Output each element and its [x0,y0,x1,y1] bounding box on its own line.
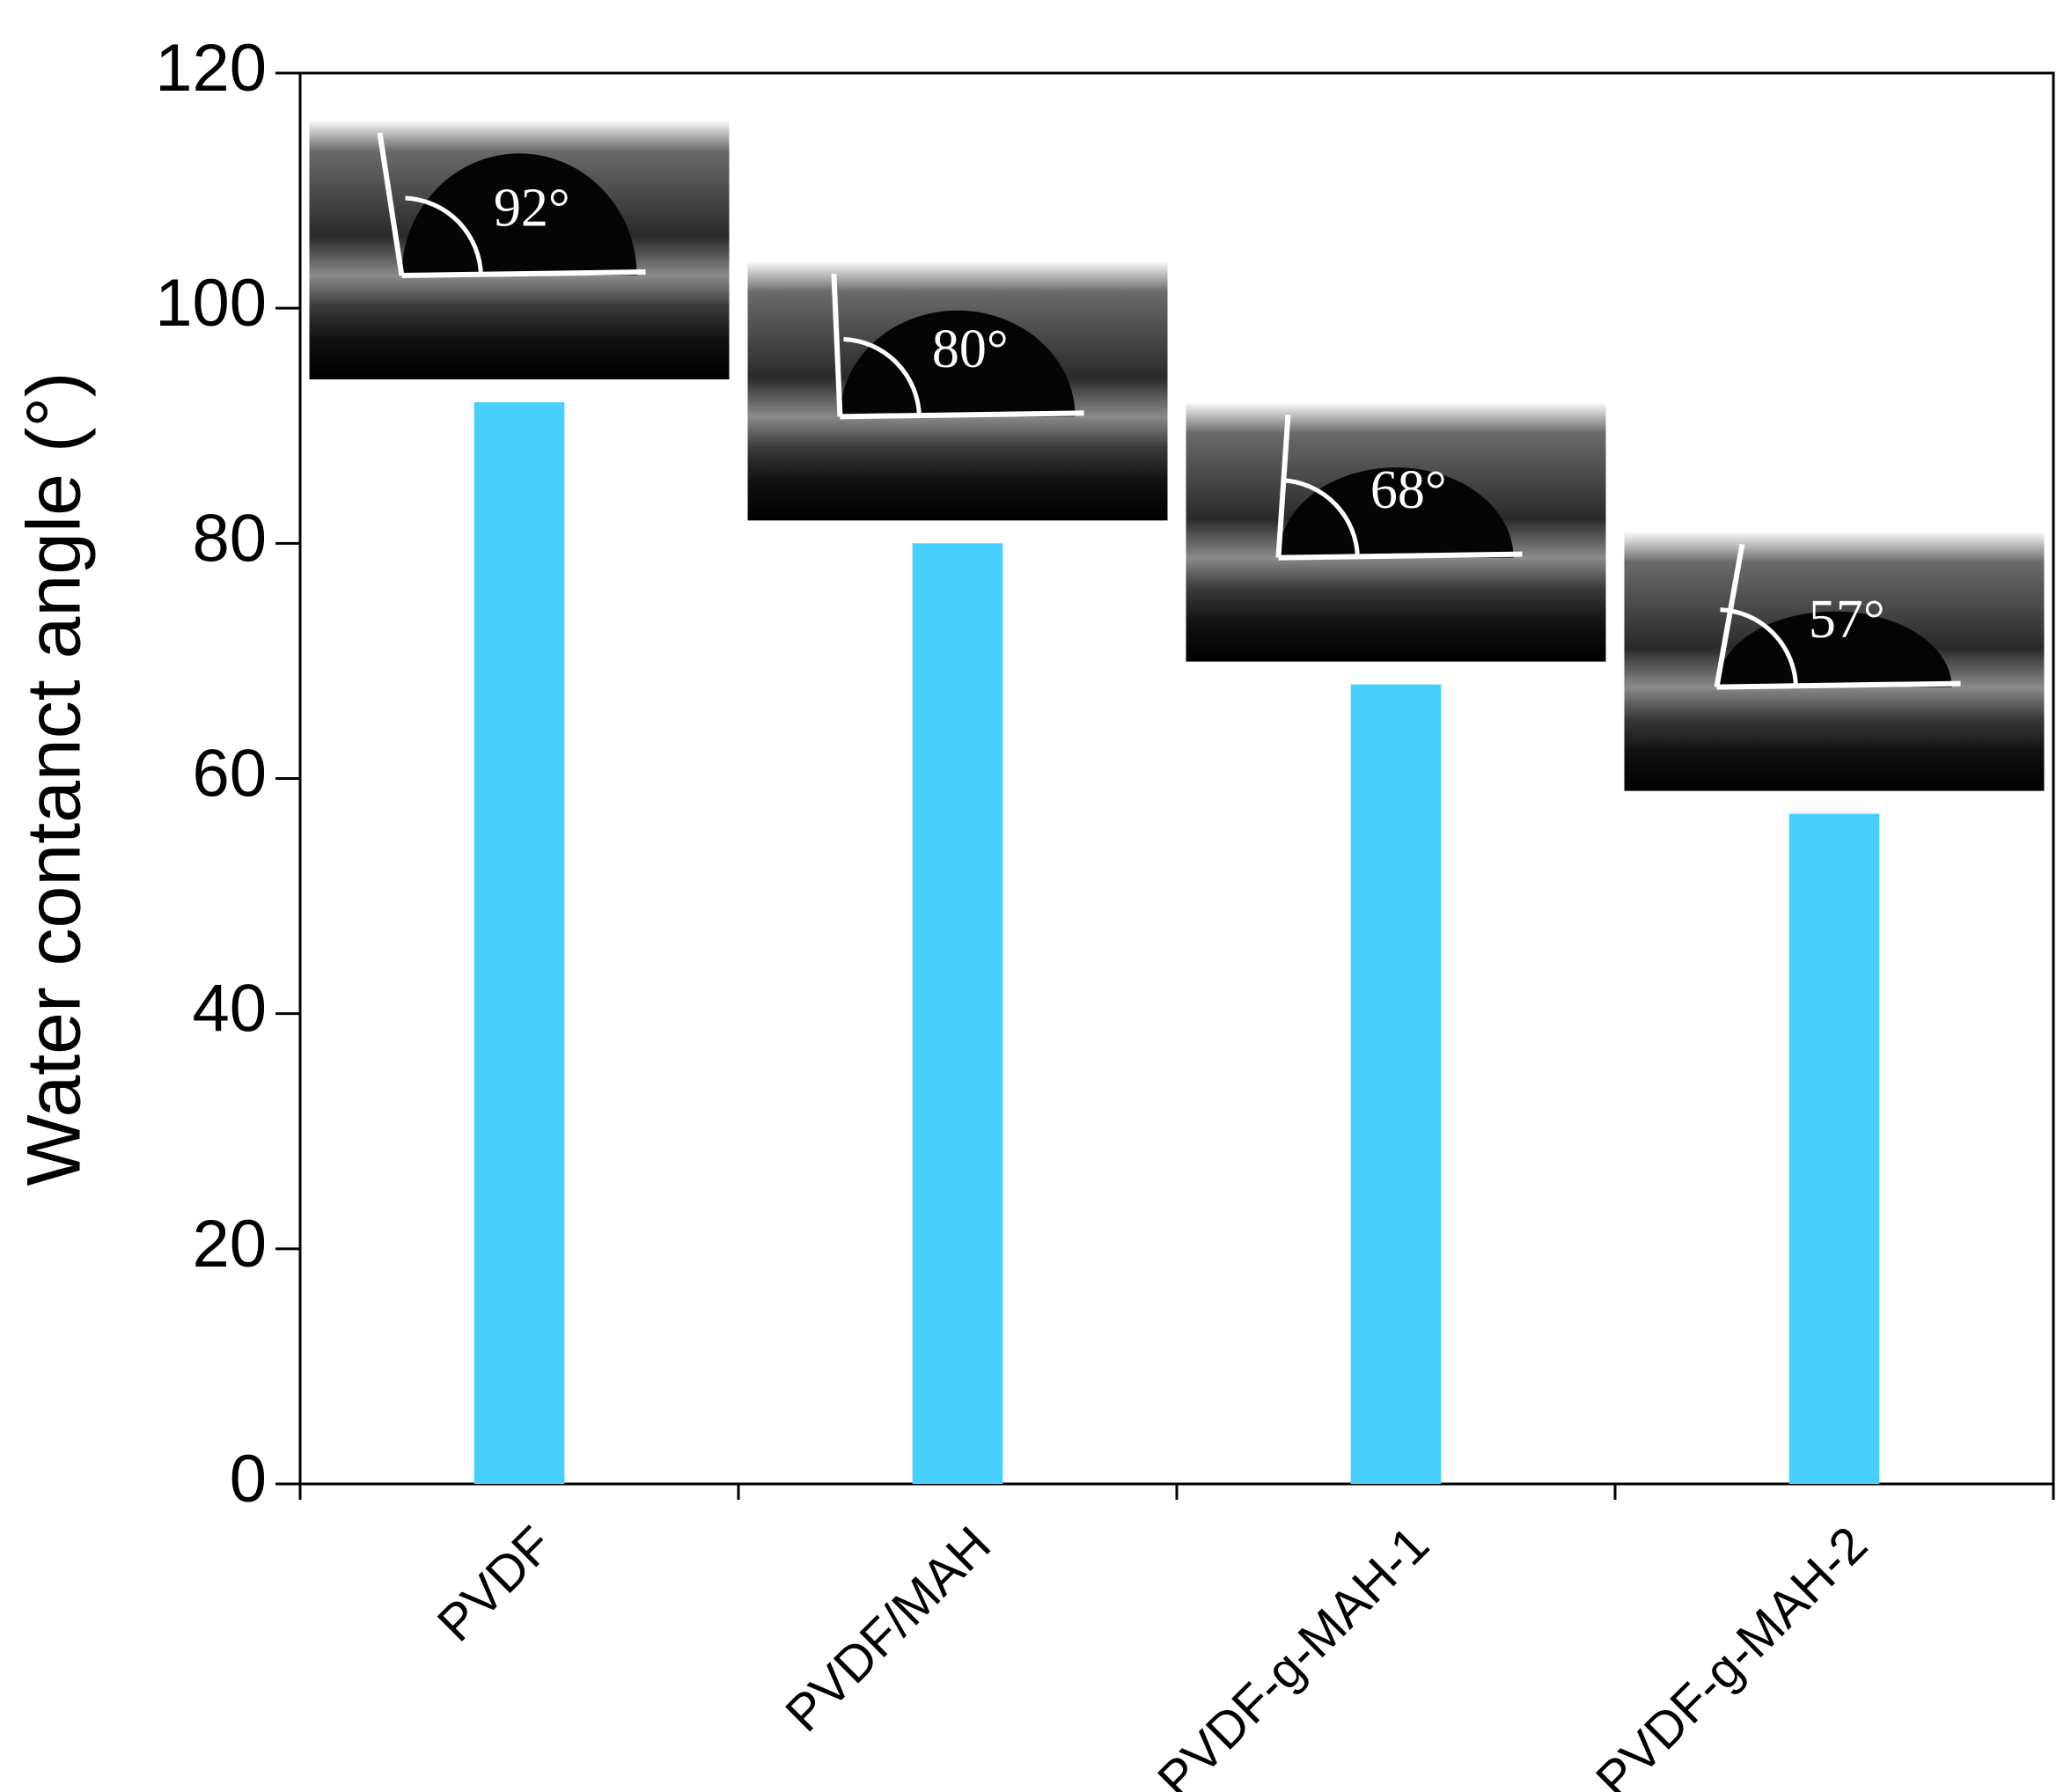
tangent [377,132,405,276]
x-tick-label: PVDF-g-MAH-1 [1147,1516,1440,1792]
baseline [1716,680,1961,690]
bar [474,402,565,1484]
droplet [1716,611,1952,687]
angle-arc [1282,478,1360,558]
bar [1788,813,1880,1484]
value-label: 92° [494,178,570,238]
y-tick-label: 40 [192,972,267,1047]
bar [1350,684,1442,1484]
contact-angle-photo: 92° [309,120,730,380]
bar [912,543,1003,1485]
x-tick-label: PVDF [427,1516,563,1652]
tangent [1714,543,1745,688]
y-tick-label: 120 [155,31,267,106]
x-tick-label: PVDF-g-MAH-2 [1585,1516,1878,1792]
baseline [401,269,646,279]
contact-angle-photo: 68° [1186,401,1606,662]
y-tick-label: 80 [192,501,267,576]
value-label: 80° [932,319,1009,379]
angle-arc [405,195,483,276]
baseline [840,410,1084,420]
y-axis-label: Water contanct angle (°) [12,371,97,1186]
y-tick-label: 100 [155,266,267,341]
baseline [1278,551,1523,561]
droplet [1278,467,1514,558]
y-tick-label: 20 [192,1207,267,1282]
droplet [840,310,1076,417]
contact-angle-photo: 57° [1624,531,2045,791]
angle-arc [1720,607,1798,687]
tangent [831,273,843,417]
y-tick-label: 60 [192,737,267,812]
y-tick-label: 0 [230,1442,267,1517]
tangent [1275,415,1291,558]
value-label: 68° [1370,460,1447,520]
contact-angle-photo: 80° [747,261,1168,521]
angle-arc [843,336,922,417]
droplet [401,153,637,276]
x-tick-label: PVDF/MAH [775,1516,1002,1743]
value-label: 57° [1809,590,1885,650]
